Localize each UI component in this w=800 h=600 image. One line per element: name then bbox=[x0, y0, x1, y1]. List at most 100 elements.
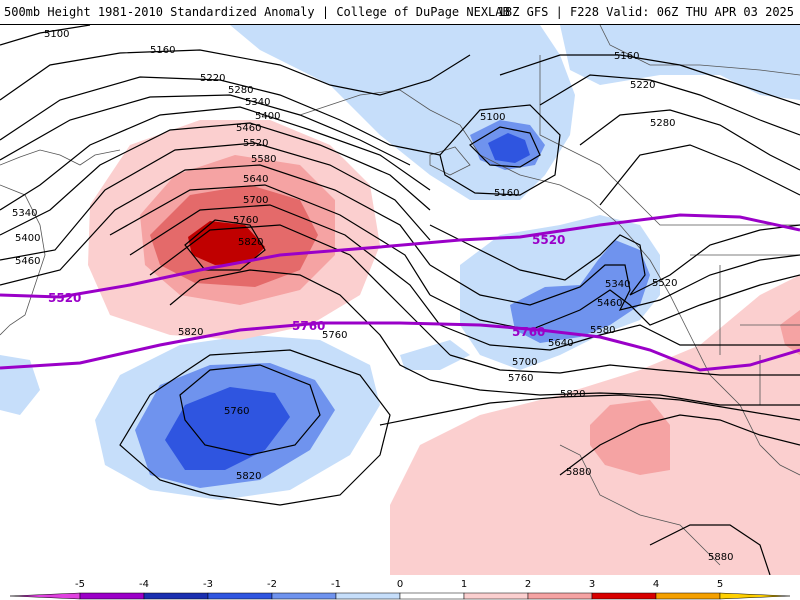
contour-label: 5460 bbox=[236, 123, 261, 134]
coastline bbox=[0, 149, 121, 166]
legend-tick-label: 1 bbox=[461, 579, 467, 590]
contour-label: 5100 bbox=[44, 29, 69, 40]
height-contours bbox=[0, 25, 800, 575]
contour-trough bbox=[429, 379, 800, 406]
coastline bbox=[429, 146, 471, 176]
anomaly-shading bbox=[0, 25, 800, 575]
contour-label: 5880 bbox=[566, 467, 591, 478]
thick-contour-label: 5520 bbox=[532, 233, 565, 247]
thick-contour-label-group: 5520 5520 5760 5760 bbox=[48, 233, 565, 339]
contour-label: 5280 bbox=[228, 85, 253, 96]
contour-label: 5160 bbox=[614, 51, 639, 62]
contour-5460 bbox=[0, 142, 431, 261]
legend-tick-label: -5 bbox=[75, 579, 85, 590]
contour-label: 5340 bbox=[605, 279, 630, 290]
legend-tick-label: 3 bbox=[589, 579, 595, 590]
legend-tick-label: -4 bbox=[139, 579, 149, 590]
contour-5820 bbox=[169, 269, 431, 381]
contour-5880-south bbox=[649, 524, 771, 575]
contour-label: 5760 bbox=[508, 373, 533, 384]
contour-5520-thick bbox=[0, 213, 800, 299]
positive-anomaly-medium bbox=[780, 310, 800, 355]
contour-label: 5400 bbox=[15, 233, 40, 244]
contour-5160-low bbox=[439, 104, 561, 196]
thick-contours bbox=[0, 213, 800, 372]
contour-north-east bbox=[579, 109, 800, 171]
contour-label: 5760 bbox=[322, 330, 347, 341]
contour-label: 5700 bbox=[243, 195, 268, 206]
legend-swatch bbox=[399, 592, 465, 600]
contour-label: 5640 bbox=[548, 338, 573, 349]
legend-swatch bbox=[143, 592, 209, 600]
negative-anomaly-medium bbox=[510, 240, 650, 343]
contour-5700 bbox=[149, 224, 451, 356]
contour-label: 5100 bbox=[480, 112, 505, 123]
border bbox=[690, 254, 800, 405]
contour-5100-low bbox=[469, 126, 541, 168]
model-run-info: 18Z GFS | F228 Valid: 06Z THU APR 03 202… bbox=[497, 5, 794, 19]
contour-5520 bbox=[0, 164, 431, 286]
contour-label: 5820 bbox=[178, 327, 203, 338]
legend-tick-label: -2 bbox=[267, 579, 277, 590]
contour-label: 5460 bbox=[597, 298, 622, 309]
negative-anomaly-light bbox=[560, 25, 800, 100]
coastline bbox=[559, 444, 721, 566]
header-bar: 500mb Height 1981-2010 Standardized Anom… bbox=[0, 0, 800, 25]
contour-5100 bbox=[0, 25, 91, 46]
legend-tick-label: 0 bbox=[397, 579, 403, 590]
contour-trough bbox=[439, 324, 800, 351]
contour-label: 5220 bbox=[630, 80, 655, 91]
legend-tick-label: 5 bbox=[717, 579, 723, 590]
contour-label: 5760 bbox=[233, 215, 258, 226]
contour-label: 5160 bbox=[150, 45, 175, 56]
negative-anomaly-strong bbox=[165, 387, 290, 470]
map-title: 500mb Height 1981-2010 Standardized Anom… bbox=[4, 5, 510, 19]
contour-5880 bbox=[559, 414, 800, 476]
contour-label: 5340 bbox=[245, 97, 270, 108]
contour-label: 5520 bbox=[243, 138, 268, 149]
contour-label: 5220 bbox=[200, 73, 225, 84]
legend-tick-label: -1 bbox=[331, 579, 341, 590]
contour-label: 5160 bbox=[494, 188, 519, 199]
positive-anomaly-medium bbox=[590, 400, 670, 475]
contour-5760-thick bbox=[0, 321, 800, 372]
legend-swatch bbox=[655, 592, 721, 600]
border bbox=[539, 55, 800, 226]
contour-label: 5820 bbox=[560, 389, 585, 400]
contour-5160 bbox=[0, 49, 471, 101]
contour-5820-south bbox=[119, 349, 391, 506]
contour-trough bbox=[429, 274, 800, 331]
contour-5340 bbox=[0, 106, 431, 211]
legend-end-low bbox=[9, 592, 81, 600]
coastline bbox=[0, 184, 46, 336]
legend-swatch bbox=[207, 592, 273, 600]
legend-ticks: -5 -4 -3 -2 -1 0 1 2 3 4 5 bbox=[75, 579, 723, 590]
contour-5280 bbox=[0, 94, 411, 166]
anomaly-color-legend: -5 -4 -3 -2 -1 0 1 2 3 4 5 bbox=[9, 579, 791, 600]
contour-label: 5880 bbox=[708, 552, 733, 563]
thick-contour-label: 5520 bbox=[48, 291, 81, 305]
contour-label: 5760 bbox=[224, 406, 249, 417]
thick-contour-label: 5760 bbox=[512, 325, 545, 339]
contour-label: 5520 bbox=[652, 278, 677, 289]
negative-anomaly-light bbox=[0, 355, 40, 415]
contour-trough bbox=[429, 254, 800, 311]
contour-5760-south bbox=[179, 364, 321, 456]
contour-label: 5640 bbox=[243, 174, 268, 185]
legend-swatch bbox=[527, 592, 593, 600]
legend-swatch bbox=[335, 592, 401, 600]
contour-label: 5340 bbox=[12, 208, 37, 219]
contour-north-east bbox=[499, 54, 800, 106]
legend-swatch bbox=[463, 592, 529, 600]
contour-label: 5460 bbox=[15, 256, 40, 267]
contour-label: 5280 bbox=[650, 118, 675, 129]
contour-5640 bbox=[129, 204, 441, 326]
thick-contour-label: 5760 bbox=[292, 319, 325, 333]
contour-5400 bbox=[0, 122, 431, 236]
legend-tick-label: 4 bbox=[653, 579, 659, 590]
contour-5220 bbox=[0, 76, 441, 156]
contour-5820-east bbox=[379, 394, 800, 426]
legend-tick-label: -3 bbox=[203, 579, 213, 590]
contour-trough bbox=[449, 354, 800, 376]
